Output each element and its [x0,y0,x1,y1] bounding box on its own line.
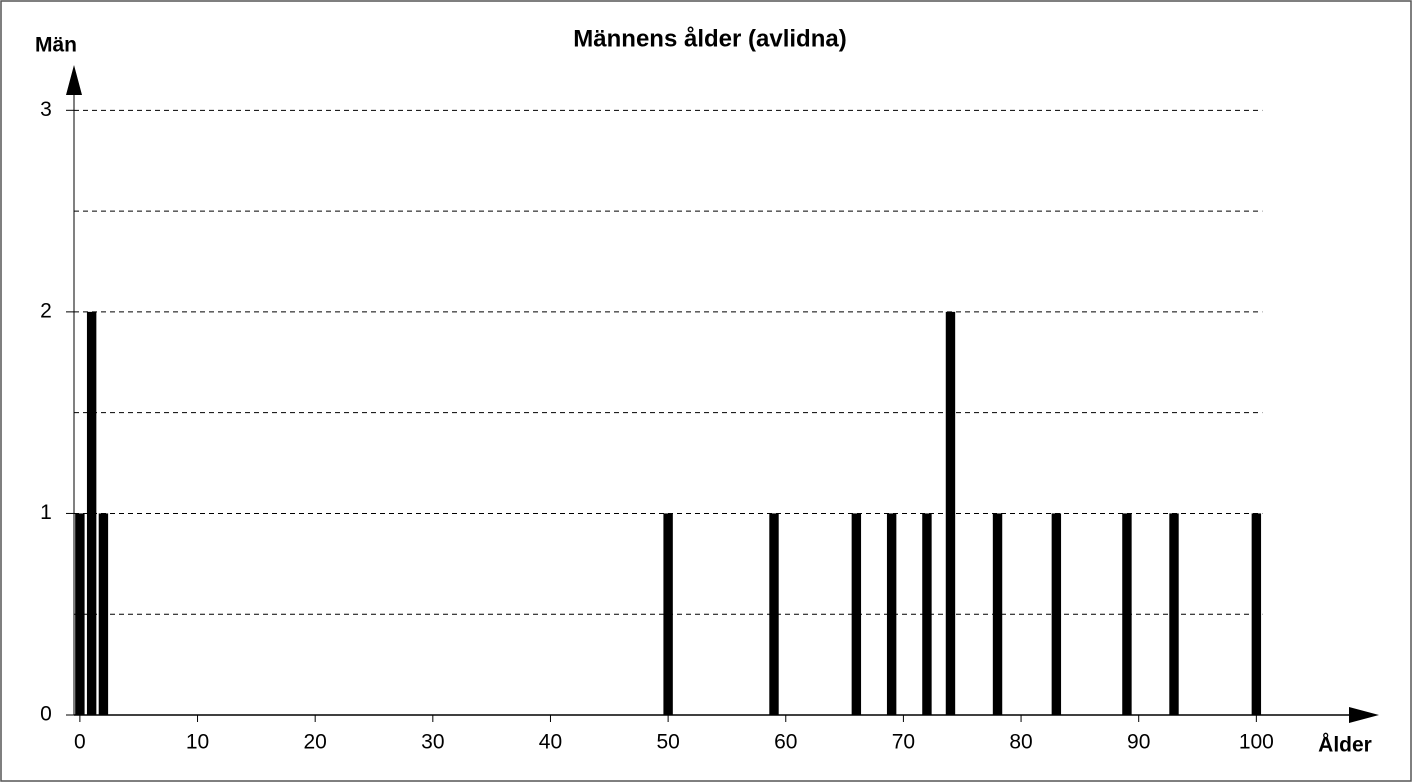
x-tick-label: 50 [656,731,679,754]
bar [1122,513,1132,715]
bar [98,513,109,715]
x-tick-label: 40 [539,731,562,754]
x-tick-label: 30 [421,731,444,754]
y-tick-label: 1 [40,501,52,524]
x-tick-label: 20 [303,731,326,754]
y-axis-arrow [66,65,82,95]
bar [663,513,673,715]
bar [1251,513,1262,715]
bar [75,513,85,715]
x-tick-label: 0 [74,731,86,754]
bar [1051,513,1062,715]
bar [886,513,897,715]
x-tick-label: 90 [1127,731,1150,754]
bar [945,311,956,715]
bar [1169,513,1179,715]
x-tick-label: 10 [186,731,209,754]
y-tick-label: 3 [40,98,52,121]
y-tick-label: 0 [40,703,52,726]
x-tick-label: 60 [774,731,797,754]
bar [769,513,779,715]
x-axis-label: Ålder [1318,733,1372,757]
bar [992,513,1003,715]
bar [86,311,97,715]
bar [851,513,862,715]
x-axis-arrow [1349,707,1379,723]
bar [922,513,932,715]
x-tick-label: 100 [1239,731,1274,754]
x-tick-label: 80 [1009,731,1032,754]
x-tick-label: 70 [892,731,915,754]
y-axis-label: Män [35,34,77,57]
y-tick-label: 2 [40,299,52,322]
chart-title: Männens ålder (avlidna) [573,25,846,52]
